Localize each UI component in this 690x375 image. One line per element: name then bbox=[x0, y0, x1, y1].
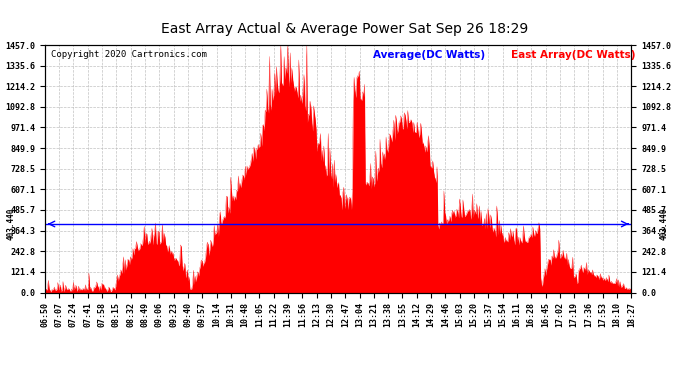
Text: 403.440: 403.440 bbox=[6, 208, 15, 240]
Text: East Array(DC Watts): East Array(DC Watts) bbox=[511, 50, 635, 60]
Text: Average(DC Watts): Average(DC Watts) bbox=[373, 50, 486, 60]
Text: Copyright 2020 Cartronics.com: Copyright 2020 Cartronics.com bbox=[51, 50, 206, 59]
Text: East Array Actual & Average Power Sat Sep 26 18:29: East Array Actual & Average Power Sat Se… bbox=[161, 22, 529, 36]
Text: 403.440: 403.440 bbox=[659, 208, 668, 240]
